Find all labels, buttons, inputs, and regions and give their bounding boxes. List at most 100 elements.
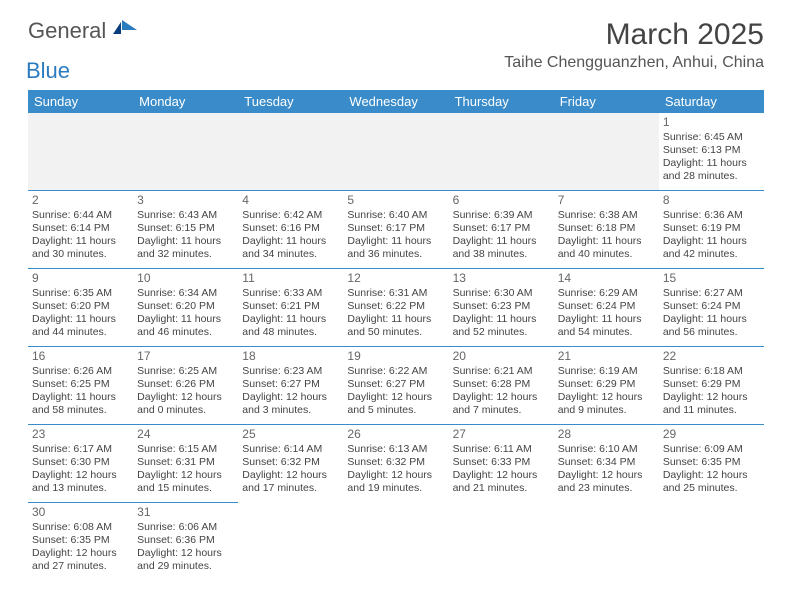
day-number: 6 bbox=[453, 193, 550, 208]
sunrise-text: Sunrise: 6:22 AM bbox=[347, 365, 444, 378]
daylight-text: Daylight: 12 hours and 3 minutes. bbox=[242, 391, 339, 417]
day-number: 11 bbox=[242, 271, 339, 286]
day-number: 21 bbox=[558, 349, 655, 364]
sunset-text: Sunset: 6:32 PM bbox=[347, 456, 444, 469]
weekday-header: Wednesday bbox=[343, 90, 448, 113]
calendar-cell: 2Sunrise: 6:44 AMSunset: 6:14 PMDaylight… bbox=[28, 190, 133, 268]
day-number: 29 bbox=[663, 427, 760, 442]
calendar-week-row: 30Sunrise: 6:08 AMSunset: 6:35 PMDayligh… bbox=[28, 502, 764, 580]
day-number: 15 bbox=[663, 271, 760, 286]
calendar-cell bbox=[238, 502, 343, 580]
calendar-cell: 1Sunrise: 6:45 AMSunset: 6:13 PMDaylight… bbox=[659, 113, 764, 190]
day-number: 31 bbox=[137, 505, 234, 520]
calendar-week-row: 1Sunrise: 6:45 AMSunset: 6:13 PMDaylight… bbox=[28, 113, 764, 190]
calendar-cell: 30Sunrise: 6:08 AMSunset: 6:35 PMDayligh… bbox=[28, 502, 133, 580]
day-number: 4 bbox=[242, 193, 339, 208]
calendar-cell: 27Sunrise: 6:11 AMSunset: 6:33 PMDayligh… bbox=[449, 424, 554, 502]
sunrise-text: Sunrise: 6:18 AM bbox=[663, 365, 760, 378]
sunrise-text: Sunrise: 6:21 AM bbox=[453, 365, 550, 378]
weekday-header: Friday bbox=[554, 90, 659, 113]
day-number: 12 bbox=[347, 271, 444, 286]
sunset-text: Sunset: 6:32 PM bbox=[242, 456, 339, 469]
logo: General Blue bbox=[28, 18, 139, 84]
sunset-text: Sunset: 6:17 PM bbox=[347, 222, 444, 235]
sunrise-text: Sunrise: 6:23 AM bbox=[242, 365, 339, 378]
calendar-cell: 21Sunrise: 6:19 AMSunset: 6:29 PMDayligh… bbox=[554, 346, 659, 424]
sunset-text: Sunset: 6:27 PM bbox=[242, 378, 339, 391]
calendar-cell: 12Sunrise: 6:31 AMSunset: 6:22 PMDayligh… bbox=[343, 268, 448, 346]
calendar-cell bbox=[343, 502, 448, 580]
daylight-text: Daylight: 11 hours and 56 minutes. bbox=[663, 313, 760, 339]
sunset-text: Sunset: 6:23 PM bbox=[453, 300, 550, 313]
calendar-header-row: SundayMondayTuesdayWednesdayThursdayFrid… bbox=[28, 90, 764, 113]
daylight-text: Daylight: 12 hours and 29 minutes. bbox=[137, 547, 234, 573]
sunset-text: Sunset: 6:34 PM bbox=[558, 456, 655, 469]
calendar-cell bbox=[554, 113, 659, 190]
calendar-cell: 15Sunrise: 6:27 AMSunset: 6:24 PMDayligh… bbox=[659, 268, 764, 346]
daylight-text: Daylight: 11 hours and 46 minutes. bbox=[137, 313, 234, 339]
day-number: 17 bbox=[137, 349, 234, 364]
calendar-cell bbox=[659, 502, 764, 580]
calendar-week-row: 16Sunrise: 6:26 AMSunset: 6:25 PMDayligh… bbox=[28, 346, 764, 424]
calendar-cell: 10Sunrise: 6:34 AMSunset: 6:20 PMDayligh… bbox=[133, 268, 238, 346]
day-number: 3 bbox=[137, 193, 234, 208]
weekday-header: Thursday bbox=[449, 90, 554, 113]
sunrise-text: Sunrise: 6:09 AM bbox=[663, 443, 760, 456]
daylight-text: Daylight: 12 hours and 9 minutes. bbox=[558, 391, 655, 417]
calendar-cell bbox=[238, 113, 343, 190]
calendar-cell: 16Sunrise: 6:26 AMSunset: 6:25 PMDayligh… bbox=[28, 346, 133, 424]
day-number: 24 bbox=[137, 427, 234, 442]
calendar-cell: 20Sunrise: 6:21 AMSunset: 6:28 PMDayligh… bbox=[449, 346, 554, 424]
sunset-text: Sunset: 6:21 PM bbox=[242, 300, 339, 313]
calendar-cell: 22Sunrise: 6:18 AMSunset: 6:29 PMDayligh… bbox=[659, 346, 764, 424]
daylight-text: Daylight: 12 hours and 15 minutes. bbox=[137, 469, 234, 495]
location-text: Taihe Chengguanzhen, Anhui, China bbox=[504, 54, 764, 72]
day-number: 10 bbox=[137, 271, 234, 286]
sunrise-text: Sunrise: 6:29 AM bbox=[558, 287, 655, 300]
sunset-text: Sunset: 6:13 PM bbox=[663, 144, 760, 157]
sunset-text: Sunset: 6:31 PM bbox=[137, 456, 234, 469]
daylight-text: Daylight: 11 hours and 28 minutes. bbox=[663, 157, 760, 183]
daylight-text: Daylight: 12 hours and 25 minutes. bbox=[663, 469, 760, 495]
sunset-text: Sunset: 6:36 PM bbox=[137, 534, 234, 547]
calendar-cell bbox=[28, 113, 133, 190]
day-number: 7 bbox=[558, 193, 655, 208]
sunset-text: Sunset: 6:18 PM bbox=[558, 222, 655, 235]
calendar-cell: 14Sunrise: 6:29 AMSunset: 6:24 PMDayligh… bbox=[554, 268, 659, 346]
sunset-text: Sunset: 6:30 PM bbox=[32, 456, 129, 469]
day-number: 19 bbox=[347, 349, 444, 364]
daylight-text: Daylight: 12 hours and 0 minutes. bbox=[137, 391, 234, 417]
calendar-cell bbox=[554, 502, 659, 580]
daylight-text: Daylight: 11 hours and 32 minutes. bbox=[137, 235, 234, 261]
daylight-text: Daylight: 11 hours and 48 minutes. bbox=[242, 313, 339, 339]
sunrise-text: Sunrise: 6:33 AM bbox=[242, 287, 339, 300]
logo-flag-icon bbox=[113, 25, 139, 42]
calendar-cell: 9Sunrise: 6:35 AMSunset: 6:20 PMDaylight… bbox=[28, 268, 133, 346]
sunrise-text: Sunrise: 6:08 AM bbox=[32, 521, 129, 534]
daylight-text: Daylight: 12 hours and 7 minutes. bbox=[453, 391, 550, 417]
day-number: 22 bbox=[663, 349, 760, 364]
day-number: 30 bbox=[32, 505, 129, 520]
sunrise-text: Sunrise: 6:44 AM bbox=[32, 209, 129, 222]
sunrise-text: Sunrise: 6:42 AM bbox=[242, 209, 339, 222]
weekday-header: Tuesday bbox=[238, 90, 343, 113]
daylight-text: Daylight: 11 hours and 50 minutes. bbox=[347, 313, 444, 339]
sunrise-text: Sunrise: 6:39 AM bbox=[453, 209, 550, 222]
daylight-text: Daylight: 11 hours and 52 minutes. bbox=[453, 313, 550, 339]
sunset-text: Sunset: 6:20 PM bbox=[32, 300, 129, 313]
calendar-cell bbox=[133, 113, 238, 190]
sunset-text: Sunset: 6:14 PM bbox=[32, 222, 129, 235]
day-number: 26 bbox=[347, 427, 444, 442]
sunset-text: Sunset: 6:29 PM bbox=[663, 378, 760, 391]
calendar-cell: 29Sunrise: 6:09 AMSunset: 6:35 PMDayligh… bbox=[659, 424, 764, 502]
calendar-cell bbox=[449, 502, 554, 580]
daylight-text: Daylight: 12 hours and 19 minutes. bbox=[347, 469, 444, 495]
sunrise-text: Sunrise: 6:14 AM bbox=[242, 443, 339, 456]
daylight-text: Daylight: 11 hours and 38 minutes. bbox=[453, 235, 550, 261]
calendar-week-row: 23Sunrise: 6:17 AMSunset: 6:30 PMDayligh… bbox=[28, 424, 764, 502]
sunrise-text: Sunrise: 6:36 AM bbox=[663, 209, 760, 222]
sunset-text: Sunset: 6:26 PM bbox=[137, 378, 234, 391]
day-number: 9 bbox=[32, 271, 129, 286]
sunrise-text: Sunrise: 6:13 AM bbox=[347, 443, 444, 456]
calendar-cell: 5Sunrise: 6:40 AMSunset: 6:17 PMDaylight… bbox=[343, 190, 448, 268]
